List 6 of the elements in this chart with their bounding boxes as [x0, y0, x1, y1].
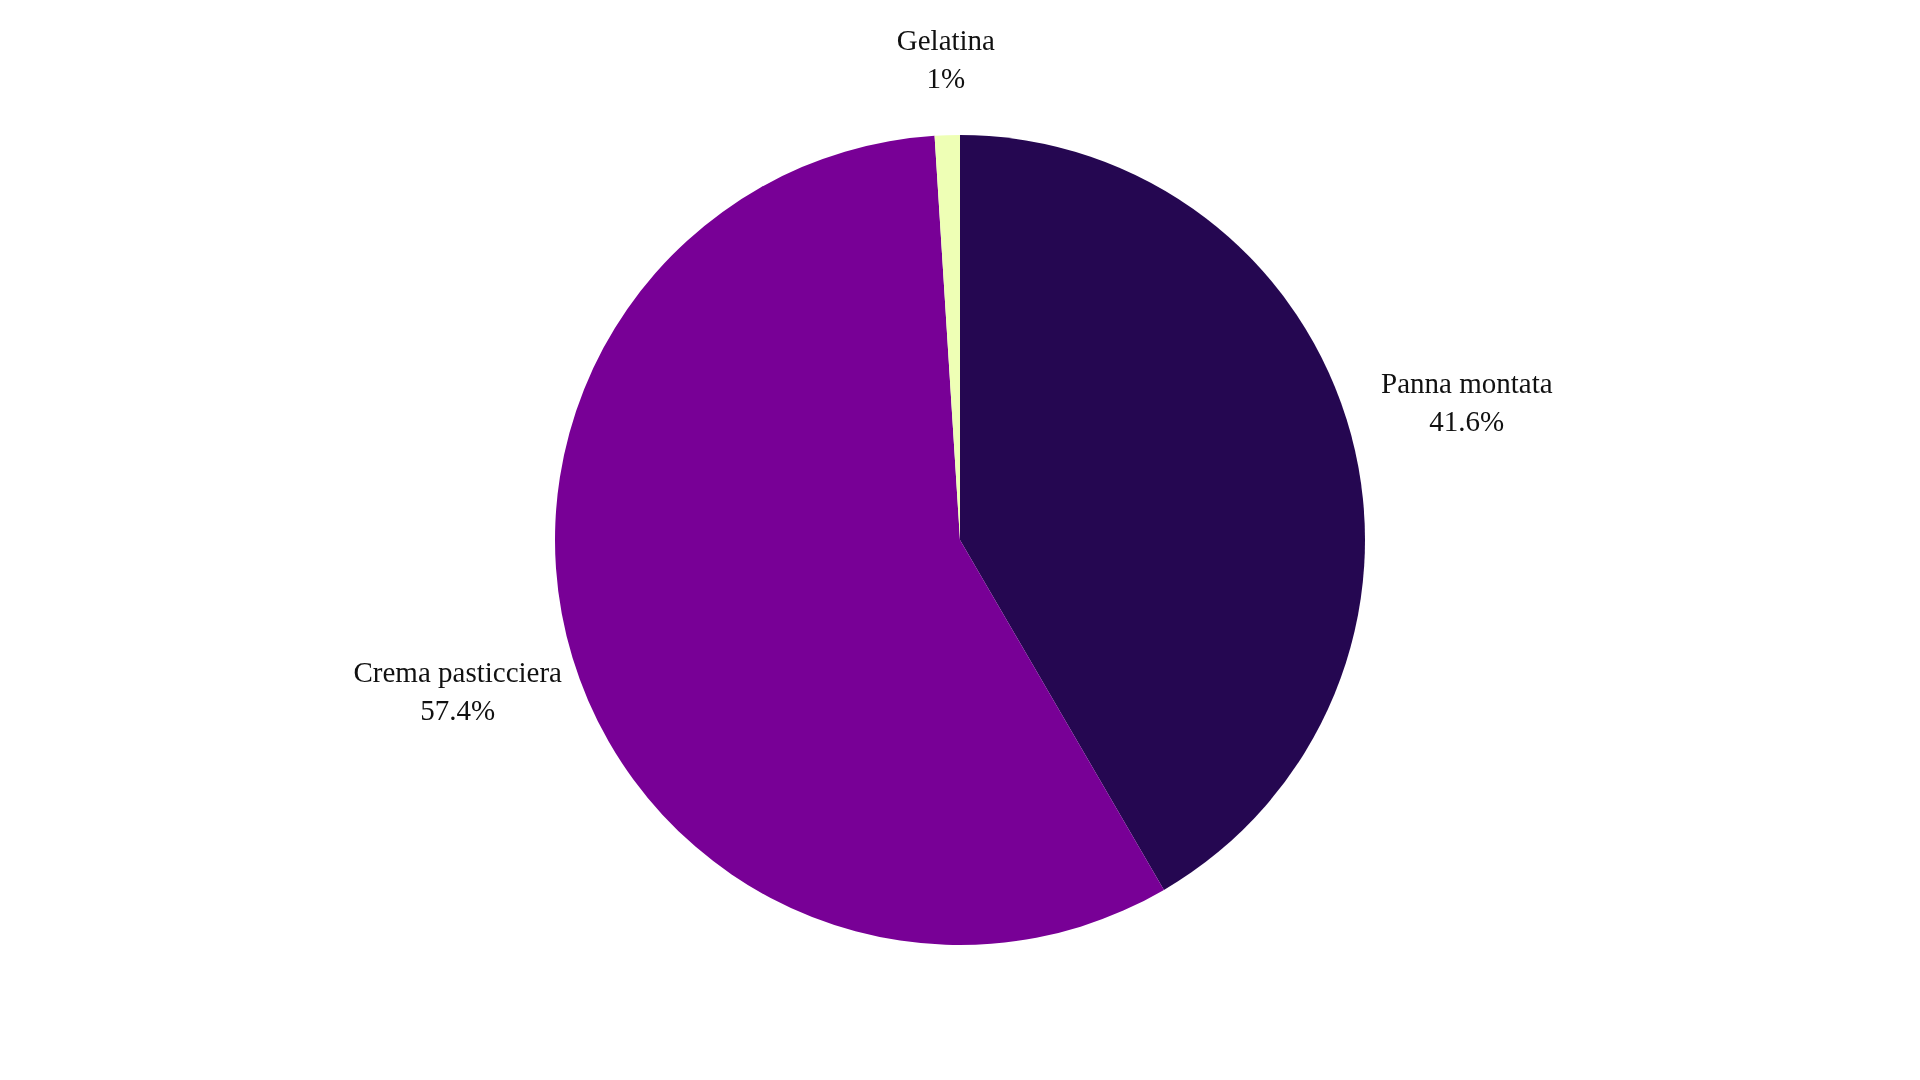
data-label: 1%: [926, 61, 966, 94]
data-label: 41.6%: [1429, 404, 1505, 437]
data-label: 57.4%: [420, 694, 496, 727]
slice-label: Gelatina: [896, 23, 996, 56]
slice-label: Panna montata: [1381, 366, 1553, 399]
slice-label: Crema pasticciera: [353, 656, 563, 689]
